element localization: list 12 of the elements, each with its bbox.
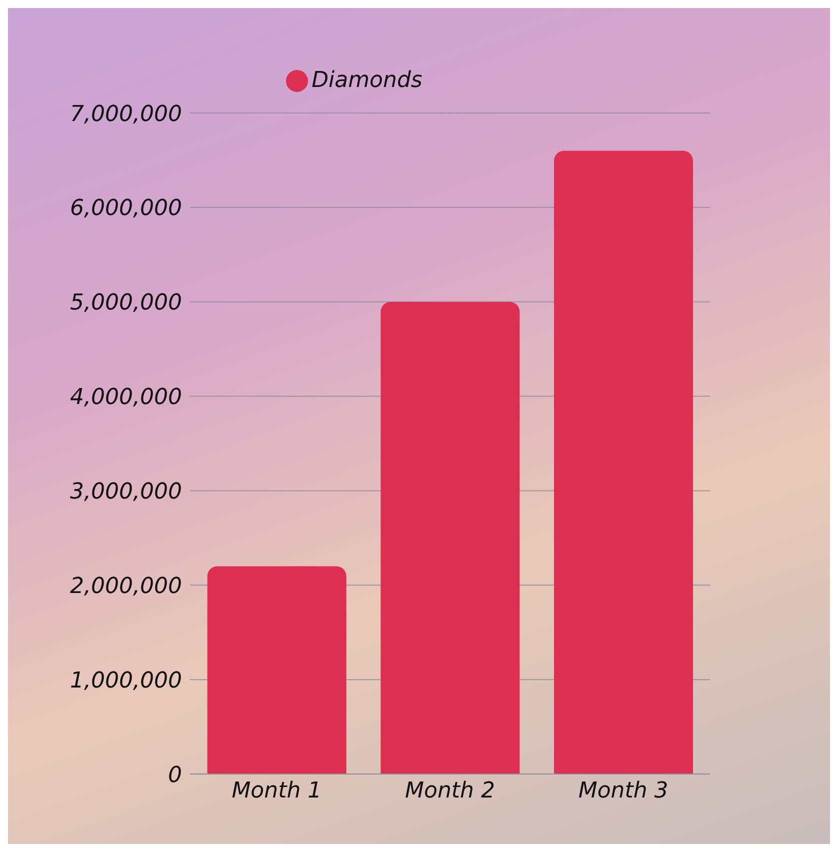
legend-label: Diamonds xyxy=(312,68,422,93)
y-tick-label: 2,000,000 xyxy=(70,574,182,599)
y-tick-label: 4,000,000 xyxy=(70,385,182,410)
x-tick-label: Month 1 xyxy=(232,778,322,804)
y-tick-label: 7,000,000 xyxy=(70,102,182,127)
y-tick-label: 6,000,000 xyxy=(70,196,182,222)
y-tick-label: 1,000,000 xyxy=(70,668,182,694)
y-tick-label: 5,000,000 xyxy=(70,290,182,316)
x-tick-label: Month 3 xyxy=(578,778,668,804)
y-tick-label: 0 xyxy=(168,762,182,788)
x-tick-label: Month 2 xyxy=(405,778,495,804)
y-tick-label: 3,000,000 xyxy=(70,480,182,505)
